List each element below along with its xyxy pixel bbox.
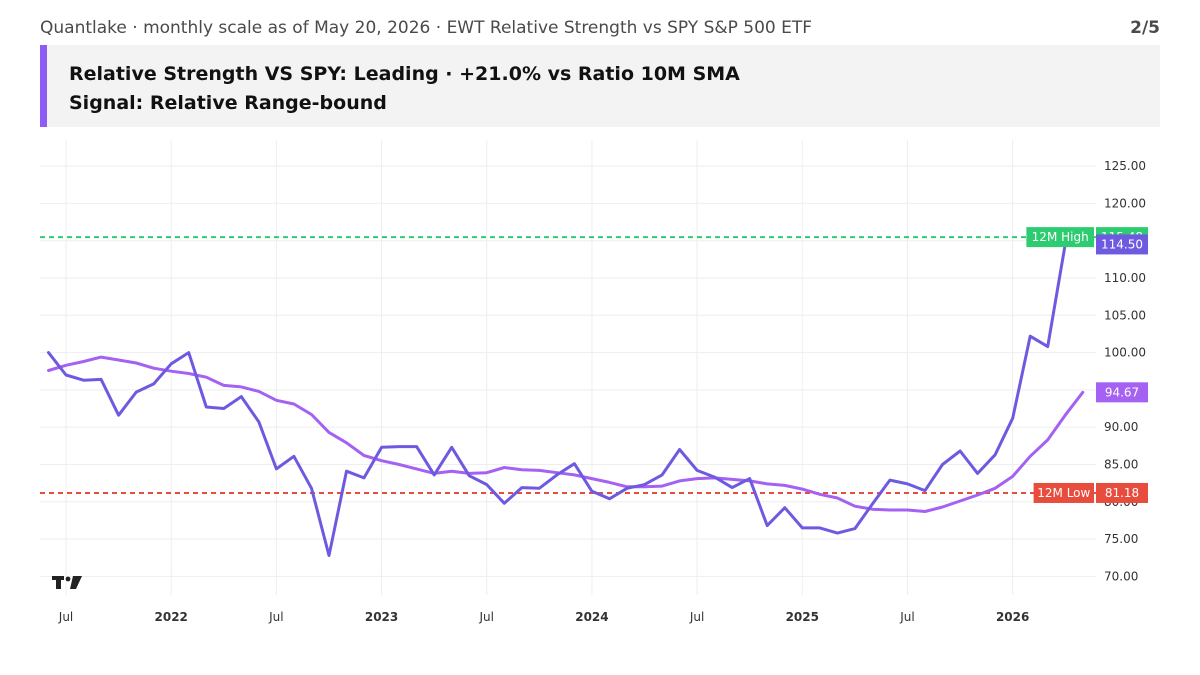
- tradingview-logo-icon: [52, 576, 82, 589]
- page-indicator: 2/5: [1130, 18, 1160, 38]
- last-value-sma: 94.67: [1105, 385, 1139, 399]
- x-tick-label: 2025: [786, 610, 819, 624]
- reference-value-box: [1096, 482, 1148, 503]
- reference-lines: [40, 236, 1096, 494]
- x-tick-label: 2026: [996, 610, 1029, 624]
- x-tick-label: Jul: [479, 610, 494, 624]
- last-value-box-ratio: [1096, 234, 1148, 255]
- reference-label: 12M Low: [1037, 486, 1090, 500]
- last-value-ratio: 114.50: [1101, 237, 1143, 251]
- y-tick-label: 120.00: [1104, 196, 1146, 210]
- relative-strength-line: [47, 242, 1067, 557]
- y-tick-label: 110.00: [1104, 271, 1146, 285]
- x-tick-label: 2022: [155, 610, 188, 624]
- x-tick-label: Jul: [58, 610, 73, 624]
- y-axis: 70.0075.0080.0085.0090.0095.00100.00105.…: [1104, 159, 1146, 583]
- last-value-box-sma: [1096, 382, 1148, 403]
- reference-label-box: [1026, 227, 1094, 248]
- relative-strength-summary: Relative Strength VS SPY: Leading · +21.…: [69, 63, 740, 85]
- x-tick-label: Jul: [689, 610, 704, 624]
- y-tick-label: 90.00: [1104, 420, 1138, 434]
- signal-summary: Signal: Relative Range-bound: [69, 92, 387, 114]
- y-tick-label: 85.00: [1104, 457, 1138, 471]
- chart-series: [47, 242, 1085, 557]
- signal-banner: Relative Strength VS SPY: Leading · +21.…: [40, 45, 1160, 127]
- y-tick-label: 75.00: [1104, 532, 1138, 546]
- x-axis: Jul 2022 Jul 2023 Jul 2024 Jul 2025 Jul 2026: [58, 610, 1030, 624]
- chart-header-title: Quantlake · monthly scale as of May 20, …: [40, 18, 813, 38]
- x-tick-label: Jul: [899, 610, 914, 624]
- x-tick-label: 2024: [575, 610, 608, 624]
- x-tick-label: 2023: [365, 610, 398, 624]
- reference-label-box: [1033, 482, 1094, 503]
- x-tick-label: Jul: [268, 610, 283, 624]
- reference-label: 12M High: [1032, 230, 1089, 244]
- reference-value: 81.18: [1105, 486, 1139, 500]
- chart-grid: [40, 140, 1096, 595]
- y-tick-label: 125.00: [1104, 159, 1146, 173]
- y-tick-label: 100.00: [1104, 346, 1146, 360]
- y-tick-label: 105.00: [1104, 308, 1146, 322]
- ratio-sma-line: [47, 355, 1085, 513]
- y-tick-label: 70.00: [1104, 569, 1138, 583]
